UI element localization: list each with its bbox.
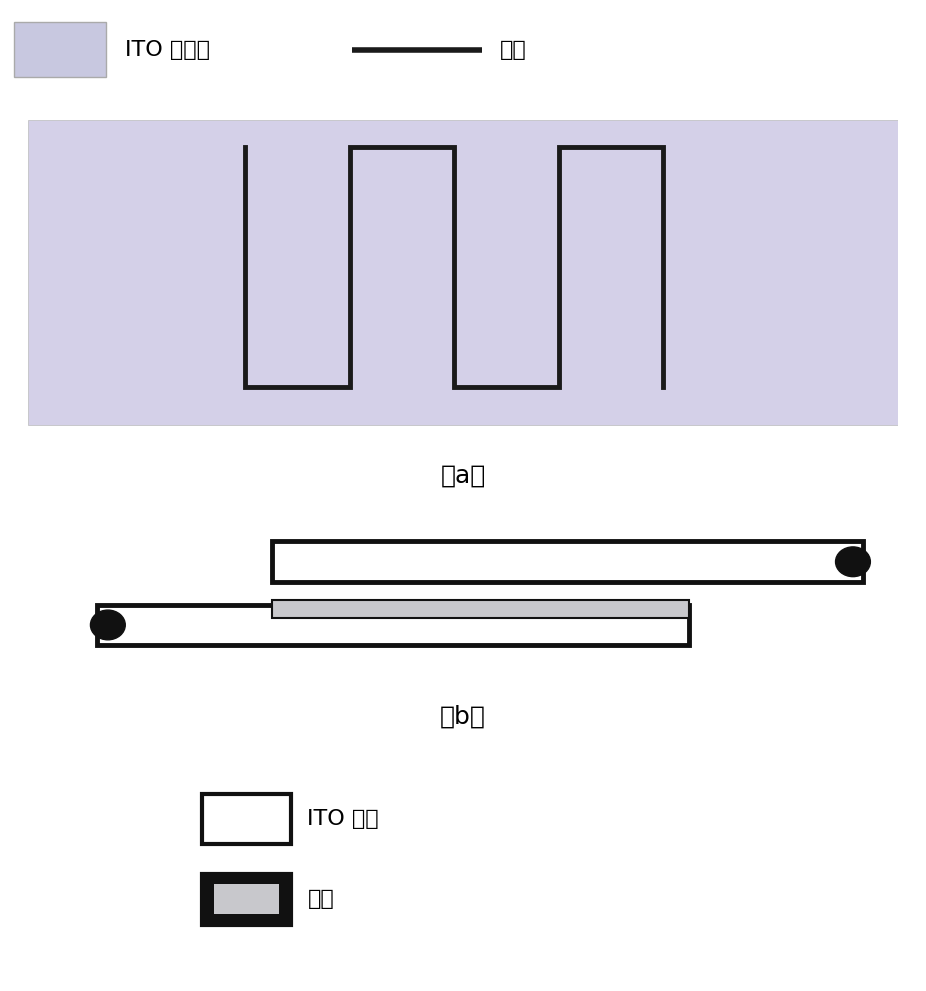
- FancyBboxPatch shape: [202, 874, 291, 925]
- FancyBboxPatch shape: [271, 541, 863, 583]
- FancyBboxPatch shape: [97, 605, 689, 645]
- Text: 沟道: 沟道: [500, 40, 527, 59]
- Text: （a）: （a）: [441, 464, 485, 488]
- Circle shape: [91, 610, 125, 640]
- FancyBboxPatch shape: [14, 22, 106, 77]
- Text: （b）: （b）: [440, 705, 486, 728]
- Text: ITO 导电膜: ITO 导电膜: [125, 40, 210, 59]
- FancyBboxPatch shape: [271, 601, 689, 618]
- Text: ITO 玻璃: ITO 玻璃: [307, 810, 379, 829]
- FancyBboxPatch shape: [214, 884, 279, 915]
- Text: 样品: 样品: [307, 889, 334, 909]
- Circle shape: [835, 547, 870, 577]
- FancyBboxPatch shape: [202, 794, 291, 844]
